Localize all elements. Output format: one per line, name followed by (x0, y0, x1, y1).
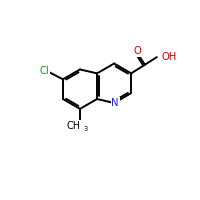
Text: 3: 3 (84, 126, 88, 132)
Text: OH: OH (162, 52, 177, 62)
Text: CH: CH (67, 121, 81, 131)
Text: O: O (133, 46, 141, 56)
Text: Cl: Cl (39, 66, 49, 76)
Text: N: N (111, 98, 119, 108)
